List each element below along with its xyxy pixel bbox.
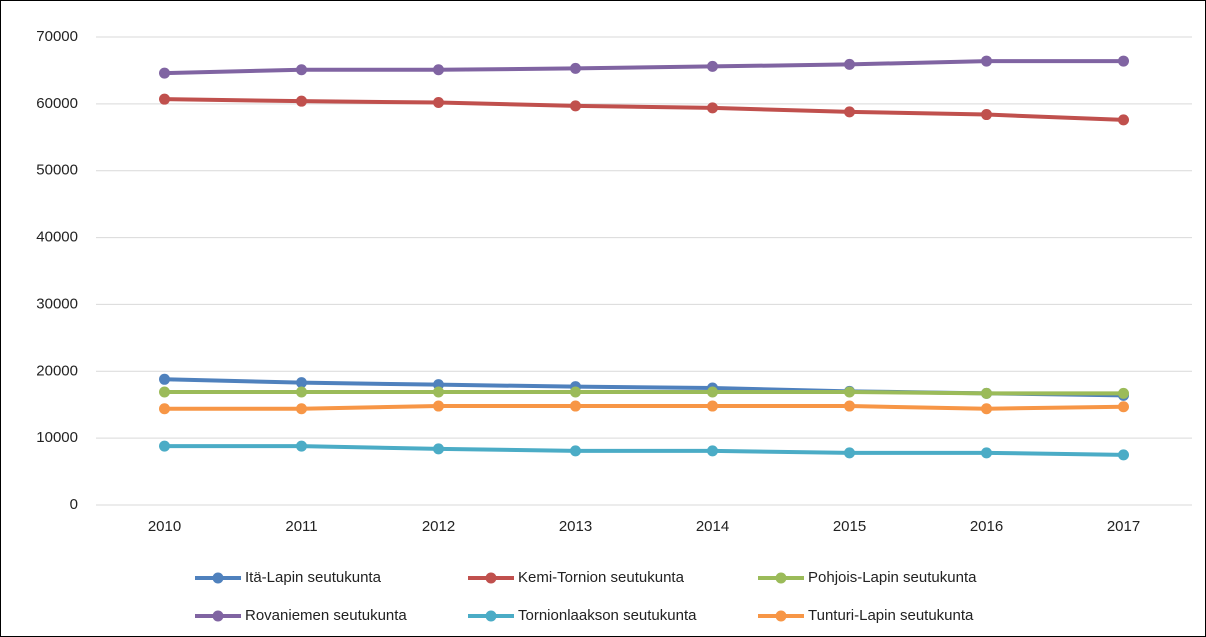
x-tick-label: 2014 — [696, 518, 729, 535]
series-point — [570, 62, 581, 74]
series-point — [844, 386, 855, 398]
series-point — [844, 447, 855, 459]
y-tick-label: 20000 — [36, 362, 78, 379]
series-point — [159, 67, 170, 79]
legend-label: Tornionlaakson seutukunta — [518, 607, 697, 624]
series-point — [844, 400, 855, 412]
series-point — [844, 106, 855, 118]
y-tick-label: 60000 — [36, 95, 78, 112]
legend-label: Kemi-Tornion seutukunta — [518, 569, 685, 586]
x-tick-label: 2010 — [148, 518, 181, 535]
x-tick-label: 2017 — [1107, 518, 1140, 535]
series-line — [164, 390, 1124, 396]
series-point — [707, 60, 718, 72]
series-point — [570, 386, 581, 398]
legend-marker — [775, 610, 787, 622]
series-point — [159, 93, 170, 105]
series-point — [981, 447, 992, 459]
series-point — [707, 102, 718, 114]
y-tick-label: 50000 — [36, 162, 78, 179]
legend-label: Rovaniemen seutukunta — [245, 607, 407, 624]
series-point — [159, 373, 170, 385]
x-tick-label: 2013 — [559, 518, 592, 535]
series-point — [570, 100, 581, 112]
legend-marker — [212, 610, 224, 622]
series-point — [1118, 401, 1129, 413]
series-line — [164, 97, 1124, 122]
legend-marker — [485, 610, 497, 622]
legend-marker — [485, 572, 497, 584]
series-point — [570, 445, 581, 457]
series-point — [433, 97, 444, 109]
legend-label: Tunturi-Lapin seutukunta — [808, 607, 974, 624]
series-point — [1118, 387, 1129, 399]
y-tick-label: 40000 — [36, 229, 78, 246]
series-point — [159, 440, 170, 452]
legend-marker — [212, 572, 224, 584]
series-point — [296, 95, 307, 107]
series-point — [296, 386, 307, 398]
y-tick-label: 70000 — [36, 28, 78, 45]
series-point — [981, 387, 992, 399]
x-tick-label: 2012 — [422, 518, 455, 535]
y-tick-label: 10000 — [36, 429, 78, 446]
x-tick-label: 2016 — [970, 518, 1003, 535]
series-point — [433, 64, 444, 76]
series-point — [1118, 114, 1129, 126]
series-line — [164, 59, 1124, 76]
series-point — [159, 403, 170, 415]
series-point — [981, 55, 992, 67]
series-point — [296, 403, 307, 415]
legend-label: Pohjois-Lapin seutukunta — [808, 569, 977, 586]
series-point — [707, 445, 718, 457]
series-line — [164, 444, 1124, 457]
series-point — [433, 400, 444, 412]
series-point — [433, 386, 444, 398]
series-point — [981, 109, 992, 121]
series-point — [296, 377, 307, 389]
series-point — [1118, 55, 1129, 67]
x-tick-label: 2011 — [285, 518, 317, 535]
series-point — [433, 443, 444, 455]
series-point — [296, 64, 307, 76]
series-point — [707, 400, 718, 412]
series-point — [296, 440, 307, 452]
legend-marker — [775, 572, 787, 584]
x-tick-label: 2015 — [833, 518, 866, 535]
series-point — [159, 386, 170, 398]
series-point — [981, 403, 992, 415]
series-point — [570, 400, 581, 412]
series-point — [707, 386, 718, 398]
y-tick-label: 0 — [70, 496, 78, 513]
legend-label: Itä-Lapin seutukunta — [245, 569, 382, 586]
y-tick-label: 30000 — [36, 295, 78, 312]
series-point — [844, 58, 855, 70]
series-line — [164, 404, 1124, 411]
series-point — [1118, 449, 1129, 461]
